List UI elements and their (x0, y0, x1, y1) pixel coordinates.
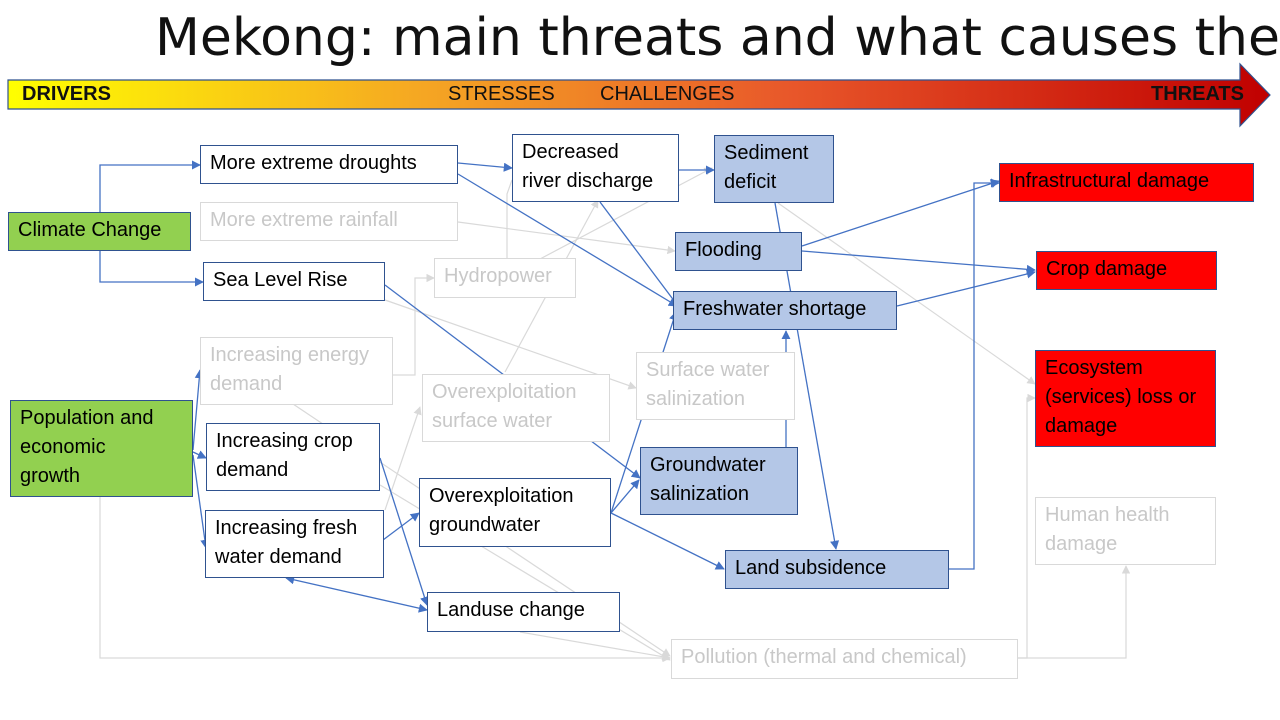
edge-droughts-river-discharge (457, 162, 513, 172)
node-freshwater-shortage: Freshwater shortage (673, 291, 897, 330)
stage-label-stresses: STRESSES (448, 83, 555, 105)
edge-groundwater-subsidence (610, 512, 725, 570)
node-decreased-river-discharge: Decreased river discharge (512, 134, 679, 202)
node-climate-change: Climate Change (8, 212, 191, 251)
node-hydropower: Hydropower (434, 258, 576, 298)
edge-energy-hydropower (392, 273, 435, 376)
edge-population-fresh-water (192, 454, 210, 549)
edge-population-energy (192, 369, 204, 451)
edge-subsidence-infrastructure (949, 178, 1000, 570)
node-infrastructural-damage: Infrastructural damage (999, 163, 1254, 202)
edge-landuse-pollution (519, 631, 671, 661)
edge-flooding-crop-damage (801, 250, 1036, 274)
edge-population-crop (192, 450, 207, 459)
edge-groundwater-salinization (610, 479, 640, 514)
edge-crop-demand-over-surface (384, 406, 422, 511)
edge-sediment-ecosystem (777, 202, 1036, 385)
stage-label-threats: THREATS (1151, 83, 1244, 105)
node-population-economic-growth: Population and economic growth (10, 400, 193, 497)
edge-river-discharge-freshwater (599, 201, 679, 307)
edge-flooding-infrastructure (801, 179, 1000, 247)
node-land-subsidence: Land subsidence (725, 550, 949, 589)
edge-droughts-freshwater (457, 173, 678, 307)
node-more-extreme-rainfall: More extreme rainfall (200, 202, 458, 241)
node-sediment-deficit: Sediment deficit (714, 135, 834, 203)
edge-fresh-water-groundwater (382, 512, 420, 541)
node-pollution: Pollution (thermal and chemical) (671, 639, 1018, 679)
stage-label-drivers: DRIVERS (22, 83, 111, 105)
node-sea-level-rise: Sea Level Rise (203, 262, 385, 301)
edge-freshwater-crop-damage (896, 269, 1036, 307)
stage-arrow-banner (7, 62, 1271, 128)
edge-rainfall-flooding (457, 221, 676, 255)
node-surface-water-salinization: Surface water salinization (636, 352, 795, 420)
node-crop-damage: Crop damage (1036, 251, 1217, 290)
edge-landuse-fresh-water (285, 575, 428, 613)
node-human-health-damage: Human health damage (1035, 497, 1216, 565)
edge-pollution-human-health (1018, 565, 1131, 659)
edge-hydropower-river-discharge (506, 179, 513, 259)
edge-population-pollution (99, 497, 671, 663)
node-increasing-crop-demand: Increasing crop demand (206, 423, 380, 491)
edge-climate-sea-level (99, 251, 204, 287)
edge-pollution-ecosystem (1018, 393, 1036, 659)
node-ecosystem-loss: Ecosystem (services) loss or damage (1035, 350, 1216, 447)
edge-climate-droughts (99, 160, 201, 212)
node-increasing-energy-demand: Increasing energy demand (200, 337, 393, 405)
edge-hydropower-sediment (539, 167, 713, 260)
node-landuse-change: Landuse change (427, 592, 620, 632)
node-increasing-fresh-water-demand: Increasing fresh water demand (205, 510, 384, 578)
banner-arrow-shape (7, 62, 1271, 128)
node-groundwater-salinization: Groundwater salinization (640, 447, 798, 515)
node-flooding: Flooding (675, 232, 802, 271)
stage-label-challenges: CHALLENGES (600, 83, 735, 105)
page-title: Mekong: main threats and what causes the… (155, 8, 1280, 68)
node-overexploitation-groundwater: Overexploitation groundwater (419, 478, 611, 547)
edge-sea-level-surface-salinization (384, 299, 637, 390)
node-overexploitation-surface-water: Overexploitation surface water (422, 374, 610, 442)
node-more-extreme-droughts: More extreme droughts (200, 145, 458, 184)
